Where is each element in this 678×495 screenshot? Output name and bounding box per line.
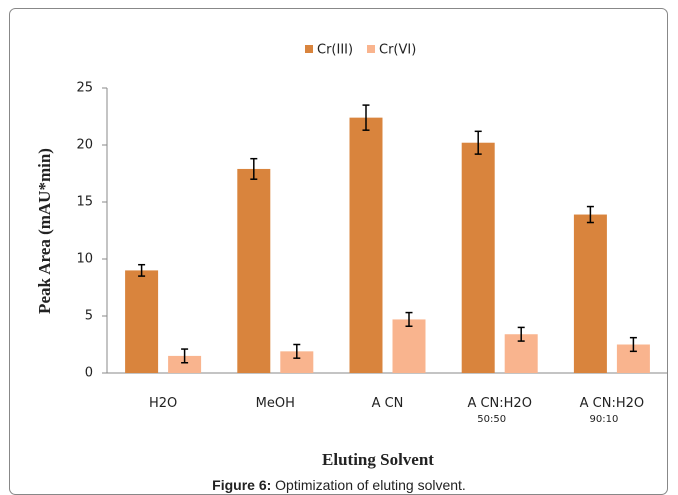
x-tick-label: H2O — [149, 396, 177, 411]
error-bar — [138, 263, 146, 277]
bar — [392, 319, 426, 373]
y-axis-title: Peak Area (mAU*min) — [35, 148, 54, 314]
x-axis-title: Eluting Solvent — [322, 450, 434, 469]
x-tick-label-line: A CN:H2O — [580, 396, 645, 411]
x-tick-label-line: A CN:H2O — [467, 396, 532, 411]
x-tick-label: A CN:H2O 50:50 — [467, 396, 532, 426]
y-tick-label: 0 — [85, 366, 93, 381]
x-tick-label: A CN:H2O 90:10 — [580, 396, 645, 426]
x-tick-label: A CN — [372, 396, 404, 411]
y-tick-label: 10 — [76, 252, 93, 267]
y-tick-label: 5 — [85, 309, 93, 324]
bar — [237, 168, 271, 373]
bar — [573, 214, 607, 373]
y-tick-label: 25 — [76, 81, 93, 96]
legend-label: Cr(VI) — [379, 43, 416, 58]
bar — [349, 117, 383, 373]
bar — [125, 270, 159, 373]
caption-label: Figure 6: — [212, 477, 271, 493]
y-tick-label: 20 — [76, 138, 93, 153]
error-bar — [362, 104, 370, 131]
x-tick-label-line: A CN — [372, 396, 404, 411]
frame — [9, 8, 668, 495]
error-bar — [629, 336, 637, 353]
x-tick-label: MeOH — [256, 396, 295, 411]
x-tick-label-line: 90:10 — [589, 414, 618, 425]
legend-label: Cr(III) — [317, 43, 353, 58]
legend-swatch — [305, 45, 313, 53]
caption: Figure 6: Optimization of eluting solven… — [212, 477, 466, 493]
error-bar — [474, 130, 482, 155]
error-bar — [586, 205, 594, 224]
error-bar — [250, 157, 258, 180]
caption-text: Optimization of eluting solvent. — [275, 477, 466, 493]
x-tick-label-line: H2O — [149, 396, 177, 411]
x-tick-label-line: 50:50 — [477, 414, 506, 425]
error-bar — [405, 311, 413, 328]
bar — [280, 351, 314, 373]
error-bar — [181, 348, 189, 364]
error-bar — [293, 343, 301, 359]
y-tick-label: 15 — [76, 195, 93, 210]
x-tick-label-line: MeOH — [256, 396, 295, 411]
error-bar — [517, 326, 525, 342]
bar — [168, 355, 202, 373]
bar — [461, 142, 495, 373]
legend-swatch — [367, 45, 375, 53]
